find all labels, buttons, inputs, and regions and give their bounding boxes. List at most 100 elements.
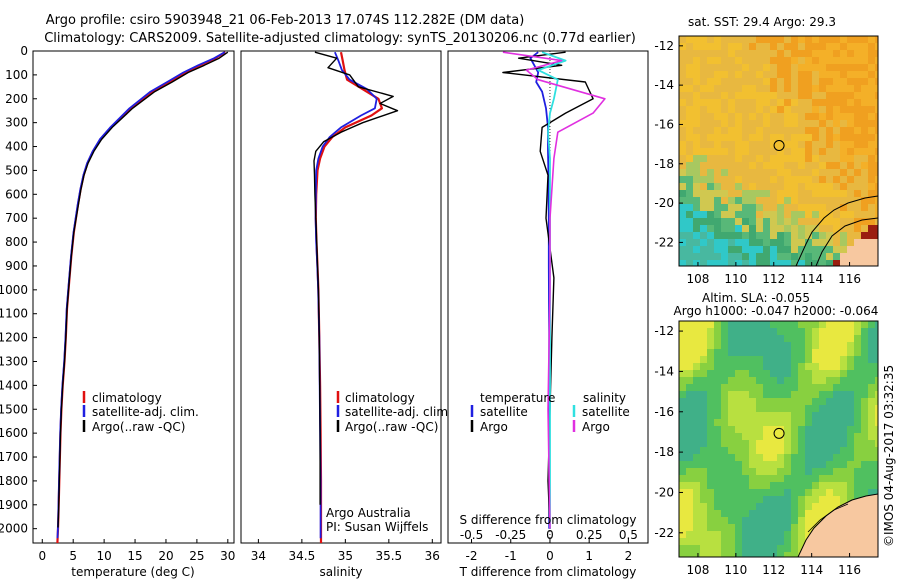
heatmap-cell: [721, 517, 729, 525]
heatmap-cell: [714, 335, 722, 343]
heatmap-cell: [868, 148, 876, 156]
heatmap-cell: [735, 211, 743, 219]
heatmap-cell: [728, 99, 736, 107]
heatmap-cell: [868, 468, 876, 476]
heatmap-cell: [777, 148, 785, 156]
heatmap-cell: [700, 482, 708, 490]
temperature-series: [56, 51, 229, 543]
heatmap-cell: [693, 447, 701, 455]
heatmap-cell: [784, 426, 792, 434]
heatmap-cell: [798, 36, 806, 44]
heatmap-cell: [819, 426, 827, 434]
heatmap-cell: [861, 57, 869, 65]
heatmap-cell: [819, 197, 827, 205]
heatmap-cell: [784, 482, 792, 490]
x-tick-label: 0: [38, 549, 46, 563]
heatmap-cell: [861, 412, 869, 420]
heatmap-cell: [735, 412, 743, 420]
heatmap-cell: [854, 141, 862, 149]
heatmap-cell: [868, 260, 876, 266]
heatmap-cell: [756, 218, 764, 226]
heatmap-cell: [770, 64, 778, 72]
heatmap-cell: [798, 92, 806, 100]
heatmap-cell: [812, 113, 820, 121]
heatmap-cell: [875, 447, 878, 455]
heatmap-cell: [742, 43, 750, 51]
heatmap-cell: [707, 127, 715, 135]
heatmap-cell: [791, 321, 799, 329]
heatmap-cell: [777, 461, 785, 469]
heatmap-cell: [868, 328, 876, 336]
heatmap-cell: [679, 447, 687, 455]
heatmap-cell: [763, 232, 771, 240]
heatmap-cell: [756, 545, 764, 553]
heatmap-cell: [791, 99, 799, 107]
heatmap-cell: [707, 545, 715, 553]
heatmap-cell: [868, 356, 876, 364]
heatmap-cell: [763, 377, 771, 385]
heatmap-cell: [805, 232, 813, 240]
heatmap-cell: [826, 204, 834, 212]
heatmap-cell: [791, 183, 799, 191]
heatmap-cell: [686, 239, 694, 247]
heatmap-cell: [819, 468, 827, 476]
heatmap-cell: [679, 71, 687, 79]
heatmap-cell: [819, 134, 827, 142]
heatmap-cell: [777, 433, 785, 441]
heatmap-cell: [868, 232, 876, 240]
heatmap-cell: [735, 447, 743, 455]
heatmap-cell: [700, 113, 708, 121]
heatmap-cell: [756, 356, 764, 364]
heatmap-cell: [833, 412, 841, 420]
heatmap-cell: [840, 120, 848, 128]
heatmap-cell: [875, 176, 878, 184]
heatmap-cell: [749, 377, 757, 385]
heatmap-cell: [777, 183, 785, 191]
heatmap-cell: [700, 398, 708, 406]
heatmap-cell: [833, 36, 841, 44]
depth-tick-label: 500: [5, 163, 28, 177]
heatmap-cell: [812, 412, 820, 420]
heatmap-cell: [791, 120, 799, 128]
heatmap-cell: [805, 155, 813, 163]
heatmap-cell: [679, 475, 687, 483]
heatmap-cell: [721, 356, 729, 364]
heatmap-cell: [756, 190, 764, 198]
heatmap-cell: [875, 260, 878, 266]
heatmap-cell: [784, 433, 792, 441]
heatmap-cell: [721, 475, 729, 483]
heatmap-cell: [693, 225, 701, 233]
heatmap-cell: [735, 552, 743, 557]
heatmap-cell: [770, 57, 778, 65]
heatmap-cell: [742, 426, 750, 434]
heatmap-cell: [798, 475, 806, 483]
map-x-tick-label: 112: [762, 272, 785, 286]
heatmap-cell: [826, 356, 834, 364]
heatmap-cell: [826, 141, 834, 149]
heatmap-cell: [714, 482, 722, 490]
heatmap-cell: [875, 148, 878, 156]
heatmap-cell: [749, 426, 757, 434]
heatmap-cell: [805, 370, 813, 378]
heatmap-cell: [693, 482, 701, 490]
heatmap-cell: [819, 246, 827, 254]
heatmap-cell: [875, 433, 878, 441]
heatmap-cell: [749, 260, 757, 266]
heatmap-cell: [742, 190, 750, 198]
heatmap-cell: [861, 176, 869, 184]
heatmap-cell: [868, 155, 876, 163]
heatmap-cell: [749, 211, 757, 219]
map-x-tick-label: 116: [838, 272, 861, 286]
heatmap-cell: [700, 538, 708, 546]
heatmap-cell: [749, 57, 757, 65]
heatmap-cell: [798, 99, 806, 107]
heatmap-cell: [742, 155, 750, 163]
heatmap-cell: [819, 260, 827, 266]
heatmap-cell: [742, 412, 750, 420]
heatmap-cell: [854, 78, 862, 86]
heatmap-cell: [861, 328, 869, 336]
heatmap-cell: [777, 349, 785, 357]
heatmap-cell: [735, 377, 743, 385]
heatmap-cell: [735, 106, 743, 114]
heatmap-cell: [854, 377, 862, 385]
